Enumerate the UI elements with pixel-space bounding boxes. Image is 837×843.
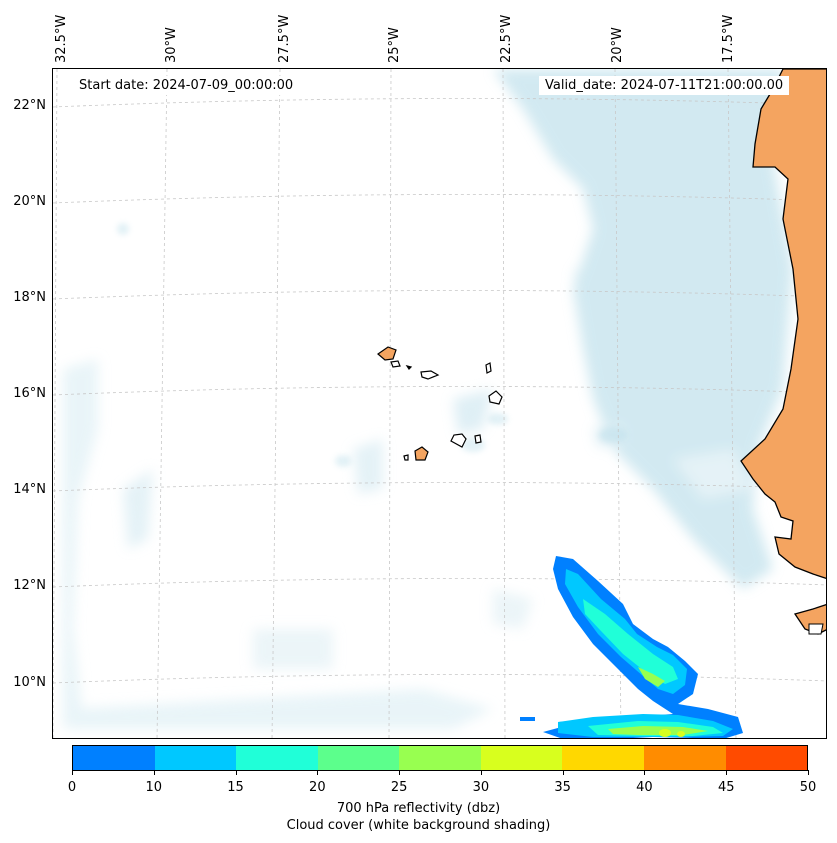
- lon-label-30w: 30°W: [164, 27, 179, 63]
- colorbar-tick: [726, 770, 728, 775]
- colorbar-tick-label: 40: [636, 780, 653, 795]
- colorbar-tick: [808, 770, 809, 775]
- lon-label-17.5w: 17.5°W: [721, 14, 736, 63]
- colorbar-tick-label: 10: [145, 780, 163, 795]
- lon-label-27.5w: 27.5°W: [277, 14, 292, 63]
- colorbar-tick: [562, 770, 564, 775]
- colorbar-tick: [399, 770, 401, 775]
- valid-date-label: Valid_date: 2024-07-11T21:00:00.00: [539, 76, 790, 95]
- lon-label-20w: 20°W: [610, 27, 625, 63]
- colorbar-segment-6: [562, 746, 644, 770]
- cloud-cover: [63, 69, 793, 729]
- lon-label-25w: 25°W: [387, 27, 402, 63]
- colorbar-tick: [480, 770, 482, 775]
- african-coast: [740, 69, 826, 635]
- lat-label-20n: 20°N: [13, 194, 46, 209]
- colorbar-segment-2: [236, 746, 318, 770]
- colorbar-segment-7: [643, 746, 726, 770]
- colorbar-tick-label: 20: [309, 780, 326, 795]
- colorbar-tick: [235, 770, 237, 775]
- lat-label-10n: 10°N: [13, 675, 46, 690]
- map-canvas: [53, 69, 826, 738]
- lat-label-14n: 14°N: [13, 482, 46, 497]
- reflectivity-swath: [520, 556, 743, 738]
- cape-verde-islands: [377, 346, 503, 461]
- colorbar-tick-label: 50: [799, 780, 817, 795]
- colorbar-tick-label: 35: [554, 780, 571, 795]
- lat-label-18n: 18°N: [13, 290, 46, 305]
- colorbar-tick-label: 45: [717, 780, 735, 795]
- colorbar-tick-label: 15: [227, 780, 244, 795]
- lon-label-32.5w: 32.5°W: [54, 14, 69, 63]
- start-date-label: Start date: 2024-07-09_00:00:00: [73, 76, 300, 95]
- map-panel: [52, 68, 827, 739]
- colorbar-segment-5: [480, 746, 563, 770]
- colorbar-segment-0: [73, 746, 155, 770]
- colorbar-tick: [153, 770, 155, 775]
- cloud-cover-light: [117, 223, 627, 467]
- colorbar-tick: [644, 770, 646, 775]
- colorbar-tick: [72, 770, 73, 775]
- lat-label-16n: 16°N: [13, 386, 46, 401]
- reflectivity-colorbar: [72, 745, 808, 771]
- lat-label-12n: 12°N: [13, 578, 46, 593]
- colorbar-tick-label: 25: [390, 780, 408, 795]
- colorbar-label-line2: Cloud cover (white background shading): [286, 818, 551, 833]
- graticule: [53, 69, 826, 738]
- colorbar-segment-4: [399, 746, 481, 770]
- colorbar-tick: [317, 770, 319, 775]
- lon-label-22.5w: 22.5°W: [499, 14, 514, 63]
- colorbar-tick-label: 0: [67, 780, 77, 795]
- lat-label-22n: 22°N: [13, 98, 46, 113]
- colorbar-tick-label: 30: [472, 780, 490, 795]
- colorbar-label-line1: 700 hPa reflectivity (dbz): [336, 801, 501, 816]
- colorbar-segment-8: [725, 746, 808, 770]
- colorbar-segment-1: [154, 746, 237, 770]
- colorbar-segment-3: [317, 746, 400, 770]
